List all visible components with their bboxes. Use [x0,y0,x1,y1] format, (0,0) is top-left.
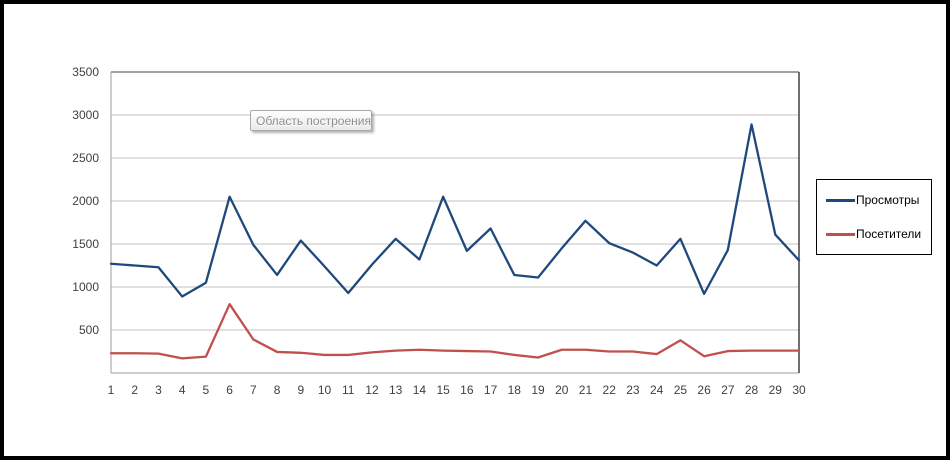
x-axis-tick-label: 11 [342,383,355,397]
x-axis-tick-label: 23 [626,383,640,397]
x-axis-tick-label: 3 [155,383,162,397]
x-axis-tick-label: 29 [769,383,783,397]
x-axis-tick-label: 17 [484,383,498,397]
x-axis-tick-label: 18 [508,383,522,397]
y-axis-tick-label: 2000 [72,194,99,208]
y-axis-tick-label: 3000 [72,108,99,122]
x-axis-tick-label: 10 [318,383,332,397]
legend-item-views[interactable]: Просмотры [817,190,931,210]
x-axis-tick-label: 20 [555,383,569,397]
x-axis-tick-label: 25 [674,383,688,397]
y-axis-tick-label: 500 [79,323,99,337]
x-axis-tick-label: 1 [108,383,115,397]
views-line-swatch [826,198,855,202]
x-axis-tick-label: 27 [721,383,735,397]
x-axis-tick-label: 19 [531,383,545,397]
x-axis-tick-label: 26 [697,383,711,397]
visitors-line-swatch [826,232,855,236]
x-axis-tick-label: 14 [413,383,427,397]
x-axis-tick-label: 21 [579,383,593,397]
y-axis-tick-label: 3500 [72,65,99,79]
legend[interactable]: Просмотры Посетители [816,179,932,255]
x-axis-tick-label: 12 [365,383,379,397]
plot-area-tooltip: Область построения [250,110,372,131]
x-axis-tick-label: 30 [792,383,806,397]
legend-item-visitors[interactable]: Посетители [817,224,931,244]
x-axis-tick-label: 5 [203,383,210,397]
x-axis-tick-label: 15 [436,383,450,397]
x-axis-tick-label: 9 [297,383,304,397]
tooltip-text: Область построения [256,113,371,128]
x-axis-tick-label: 7 [250,383,257,397]
x-axis-tick-label: 2 [131,383,138,397]
x-axis-tick-label: 4 [179,383,186,397]
x-axis-tick-label: 6 [226,383,233,397]
y-axis-tick-label: 1000 [72,280,99,294]
y-axis-tick-label: 2500 [72,151,99,165]
x-axis-tick-label: 13 [389,383,403,397]
series-line-visitors[interactable] [109,303,801,360]
series-line-views[interactable] [109,123,801,298]
x-axis-tick-label: 16 [460,383,474,397]
y-axis-tick-label: 1500 [72,237,99,251]
x-axis-tick-label: 24 [650,383,664,397]
legend-label-visitors: Посетители [856,227,922,241]
x-axis-tick-label: 28 [745,383,759,397]
legend-label-views: Просмотры [856,193,920,207]
x-axis-tick-label: 8 [274,383,281,397]
x-axis-tick-label: 22 [603,383,617,397]
